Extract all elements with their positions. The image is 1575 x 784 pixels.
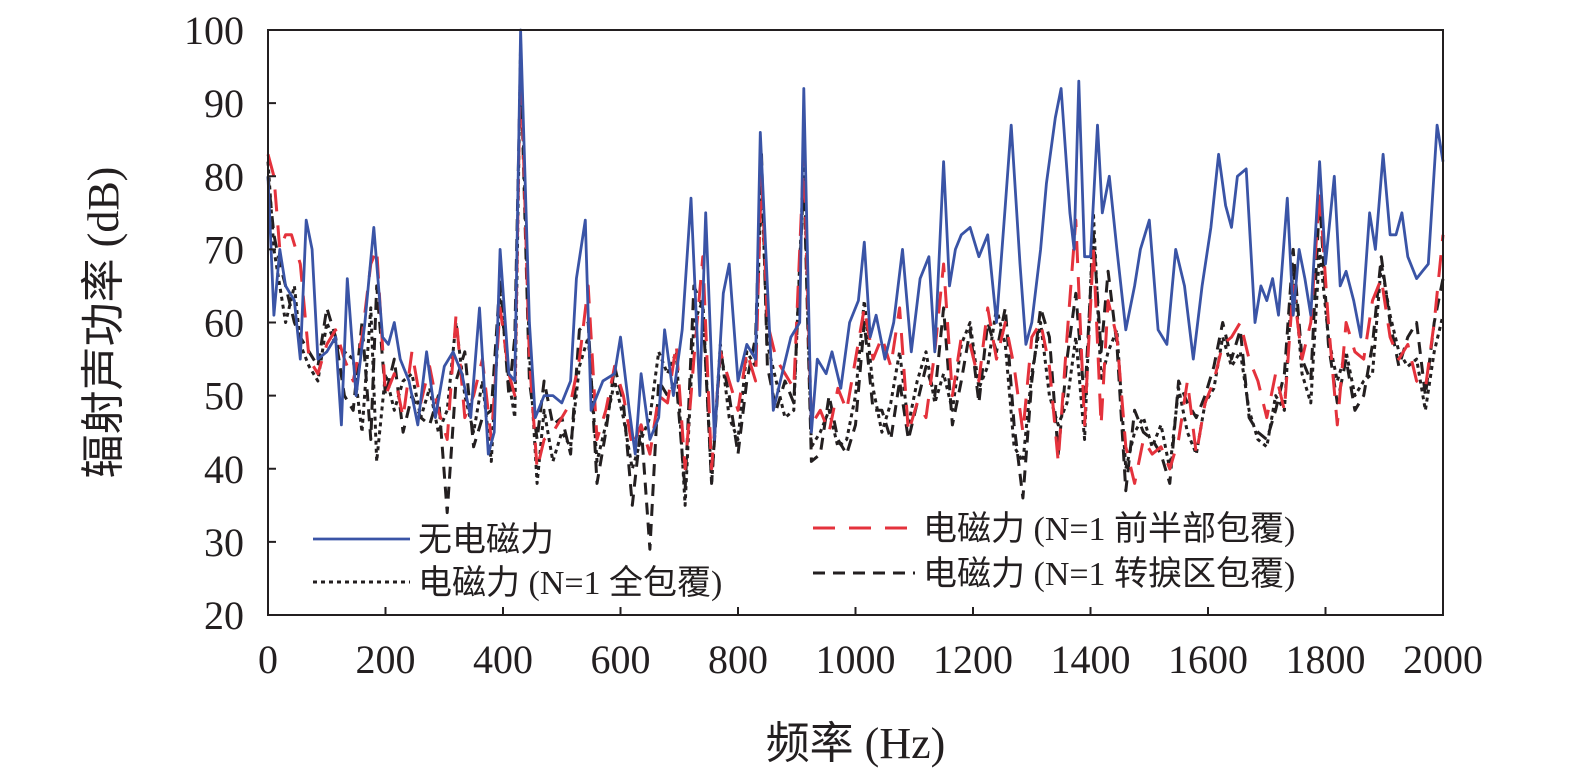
y-tick-label-90: 90: [204, 81, 244, 126]
x-tick-label-1800: 1800: [1286, 637, 1366, 682]
y-tick-label-80: 80: [204, 154, 244, 199]
y-tick-label-50: 50: [204, 374, 244, 419]
y-tick-label-40: 40: [204, 447, 244, 492]
legend-label-4: 电磁力 (N=1 转捩区包覆): [923, 555, 1295, 593]
x-tick-label-800: 800: [708, 637, 768, 682]
x-tick-label-600: 600: [591, 637, 651, 682]
series-line-4: [266, 57, 1445, 551]
legend-label-2: 电磁力 (N=1 前半部包覆): [923, 510, 1295, 548]
x-axis-label: 频率 (Hz): [766, 719, 946, 768]
series-line-1: [266, 28, 1445, 456]
x-tick-label-2000: 2000: [1403, 637, 1483, 682]
x-tick-label-1600: 1600: [1168, 637, 1248, 682]
y-tick-label-60: 60: [204, 301, 244, 346]
series-line-2: [266, 50, 1445, 485]
x-tick-label-1000: 1000: [816, 637, 896, 682]
y-tick-label-70: 70: [204, 227, 244, 272]
x-tick-label-1400: 1400: [1051, 637, 1131, 682]
y-tick-label-30: 30: [204, 520, 244, 565]
series-line-3: [266, 43, 1445, 507]
x-tick-label-200: 200: [356, 637, 416, 682]
tick-layer: 0 200 400 600 800 1000 1200 1400 1600 1800 2000 20 3…: [184, 8, 1483, 682]
legend-label-1: 无电磁力: [418, 521, 554, 559]
x-tick-label-0: 0: [258, 637, 278, 682]
y-axis-label: 辐射声功率 (dB): [79, 167, 128, 479]
legend: 无电磁力 电磁力 (N=1 前半部包覆) 电磁力 (N=1 全包覆) 电磁力 (N=1…: [313, 510, 1295, 602]
x-tick-label-1200: 1200: [933, 637, 1013, 682]
y-tick-label-100: 100: [184, 8, 244, 53]
series-layer: [266, 28, 1445, 551]
legend-label-3: 电磁力 (N=1 全包覆): [418, 564, 722, 602]
y-tick-label-20: 20: [204, 593, 244, 638]
x-tick-label-400: 400: [473, 637, 533, 682]
